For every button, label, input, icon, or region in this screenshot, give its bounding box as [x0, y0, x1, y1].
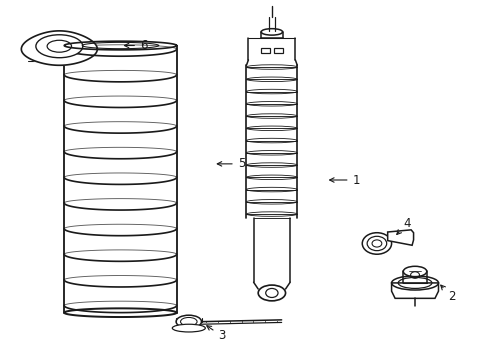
Text: 5: 5 [217, 157, 245, 170]
Text: 6: 6 [124, 39, 147, 52]
Text: 1: 1 [330, 174, 360, 186]
Ellipse shape [403, 266, 427, 276]
Ellipse shape [172, 324, 205, 332]
Ellipse shape [176, 315, 201, 328]
Text: 2: 2 [441, 285, 455, 303]
Polygon shape [392, 283, 439, 298]
Bar [261, 48, 270, 53]
Polygon shape [22, 31, 98, 65]
Ellipse shape [36, 35, 83, 58]
Ellipse shape [261, 29, 283, 35]
Polygon shape [388, 230, 414, 245]
Bar [274, 48, 283, 53]
Text: 4: 4 [397, 216, 411, 234]
Text: 3: 3 [207, 326, 225, 342]
